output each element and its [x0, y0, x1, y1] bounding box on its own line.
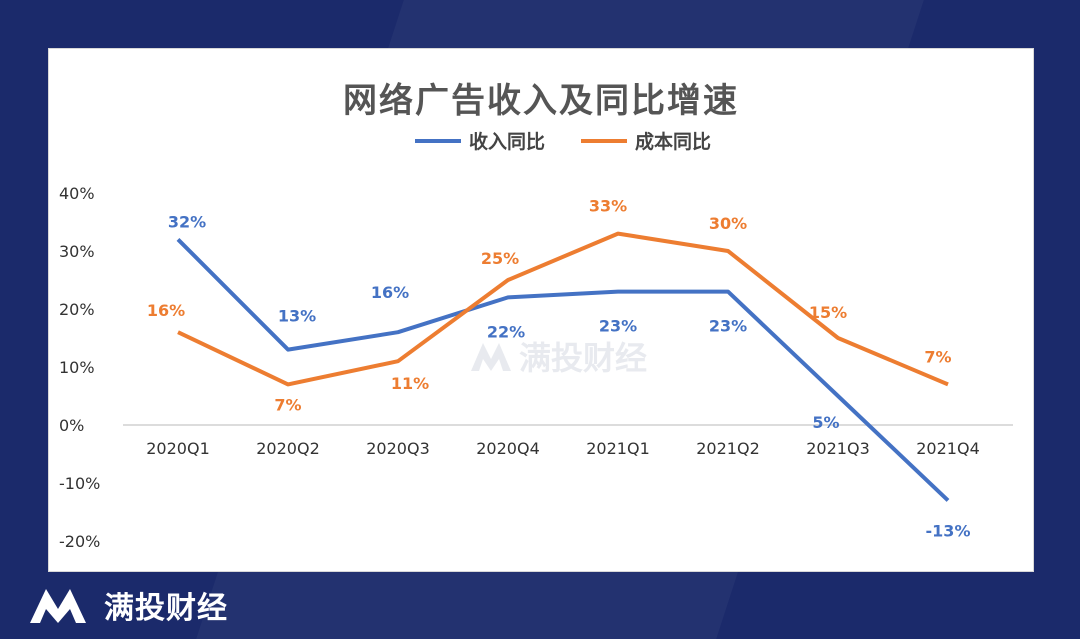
watermark: 满投财经	[469, 333, 647, 379]
data-label: 16%	[371, 283, 409, 302]
watermark-text: 满投财经	[519, 339, 648, 377]
legend-label: 收入同比	[469, 130, 545, 153]
y-tick-label: 20%	[59, 300, 95, 319]
data-label: 23%	[599, 317, 637, 336]
data-label: 22%	[487, 322, 525, 341]
x-tick-label: 2021Q1	[586, 439, 650, 458]
x-tick-label: 2020Q1	[146, 439, 210, 458]
series-line	[176, 237, 950, 502]
data-label: 5%	[812, 413, 839, 432]
series-line	[177, 231, 949, 387]
mt-logo-icon	[30, 589, 86, 623]
brand-name: 满投财经	[104, 591, 228, 626]
data-label: 11%	[391, 374, 429, 393]
data-label: 32%	[168, 212, 206, 231]
y-tick-label: -20%	[59, 532, 100, 551]
data-label: 7%	[924, 347, 951, 366]
x-tick-label: 2020Q4	[476, 439, 540, 458]
x-tick-label: 2021Q2	[696, 439, 760, 458]
x-tick-label: 2020Q3	[366, 439, 430, 458]
watermark-logo-icon	[471, 343, 511, 371]
y-tick-label: 30%	[59, 242, 95, 261]
brand: 满投财经	[28, 583, 228, 627]
x-tick-label: 2020Q2	[256, 439, 320, 458]
data-label: 30%	[709, 214, 747, 233]
y-tick-label: 0%	[59, 416, 84, 435]
data-label: -13%	[926, 521, 971, 540]
y-tick-label: 40%	[59, 184, 95, 203]
data-label: 7%	[274, 395, 301, 414]
data-label: 25%	[481, 249, 519, 268]
data-label: 15%	[809, 303, 847, 322]
y-tick-label: 10%	[59, 358, 95, 377]
line-chart: 收入同比 成本同比 40% 30% 20% 10% 0% -10% -20% 2020Q1 2020…	[59, 130, 1013, 551]
data-label: 23%	[709, 317, 747, 336]
x-tick-label: 2021Q3	[806, 439, 870, 458]
x-tick-label: 2021Q4	[916, 439, 980, 458]
data-label: 33%	[589, 197, 627, 216]
legend-label: 成本同比	[635, 130, 711, 153]
y-tick-label: -10%	[59, 474, 100, 493]
chart-title: 网络广告收入及同比增速	[343, 81, 739, 121]
chart-card: 网络广告收入及同比增速 收入同比 成本同比 40% 30% 20% 10% 0% -10% -2…	[48, 48, 1034, 572]
data-label: 13%	[278, 307, 316, 326]
data-label: 16%	[147, 301, 185, 320]
